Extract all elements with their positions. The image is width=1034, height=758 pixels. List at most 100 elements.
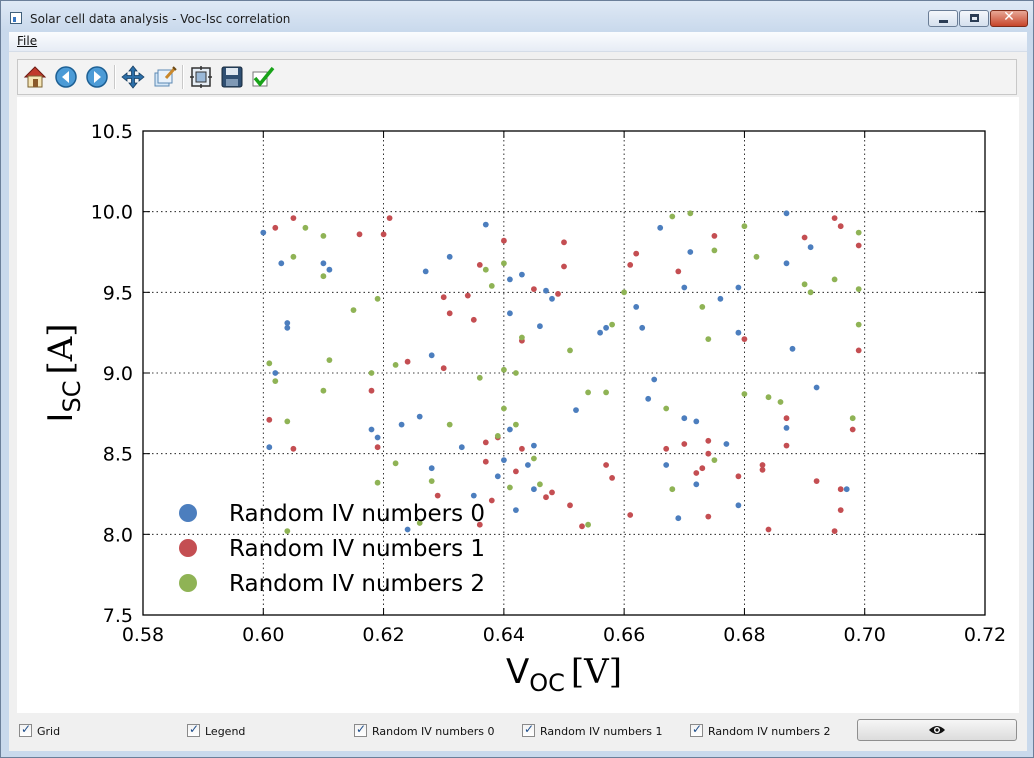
series-2-point	[368, 370, 375, 376]
configure-subplots-button[interactable]	[188, 64, 214, 90]
close-icon: ✕	[1003, 9, 1015, 25]
series-2-point	[482, 266, 489, 273]
series-0-point	[404, 526, 411, 533]
series-2-point	[488, 283, 495, 289]
series-2-point	[765, 394, 772, 401]
series-1-point	[849, 426, 856, 433]
series-0-point	[531, 442, 537, 449]
series-2-point	[687, 210, 694, 217]
series-1-point	[699, 465, 706, 472]
x-tick-label: 0.66	[603, 624, 645, 646]
series-0-point	[735, 502, 742, 509]
y-axis-unit: [A]	[41, 323, 81, 374]
series-2-point	[284, 418, 291, 425]
checkbox-box[interactable]	[522, 722, 535, 737]
x-tick-label: 0.72	[964, 624, 1006, 646]
app-icon	[10, 12, 22, 24]
y-tick-label: 8.5	[103, 444, 133, 466]
voc-isc-scatter-chart: 0.58 0.60 0.62 0.64 0.66 0.68 0.70 0.72 7.5 8.0 8.…	[41, 121, 1006, 697]
series-0-point	[693, 418, 700, 425]
home-button[interactable]	[22, 64, 48, 90]
minimize-button[interactable]	[928, 10, 958, 27]
zoom-icon	[154, 66, 177, 87]
series-1-point	[831, 215, 838, 221]
client-area: File	[9, 32, 1027, 751]
series-0-point	[681, 284, 688, 291]
series-1-point	[561, 239, 567, 246]
series-0-point	[807, 244, 814, 251]
series-1-checkbox-label: Random IV numbers 1	[540, 725, 663, 738]
series-1-point	[386, 215, 393, 221]
series-1-point	[561, 263, 567, 270]
series-2-checkbox-label: Random IV numbers 2	[708, 725, 831, 738]
series-1-point	[501, 237, 507, 244]
series-1-point	[801, 234, 808, 241]
series-2-point	[609, 321, 615, 328]
series-1-point	[765, 526, 772, 533]
series-2-point	[741, 223, 748, 230]
series-2-point	[374, 479, 381, 486]
close-button[interactable]: ✕	[990, 9, 1028, 27]
maximize-button[interactable]	[959, 10, 989, 27]
series-1-point	[633, 250, 640, 257]
x-axis-subscript: OC	[529, 669, 565, 697]
series-1-point	[837, 223, 844, 230]
series-1-point	[759, 462, 766, 468]
legend-checkbox-label: Legend	[205, 725, 246, 738]
series-2-point	[753, 253, 760, 260]
series-2-point	[392, 460, 399, 467]
x-tick-label: 0.58	[122, 624, 164, 646]
series-0-point	[482, 221, 489, 228]
series-0-point	[645, 395, 652, 402]
legend: Random IV numbers 0 Random IV numbers 1 Ra…	[179, 501, 485, 597]
series-0-point	[675, 515, 682, 522]
series-2-point	[266, 360, 273, 367]
series-2-point	[513, 370, 519, 376]
menu-file[interactable]: File	[17, 34, 38, 48]
check-button[interactable]	[250, 64, 276, 90]
series-1-point	[837, 507, 844, 513]
series-1-point	[603, 462, 609, 468]
series-0-point	[531, 486, 537, 493]
back-button[interactable]	[53, 64, 79, 90]
checkbox-box[interactable]	[187, 722, 200, 737]
forward-button[interactable]	[84, 64, 110, 90]
series-0-point	[326, 266, 333, 273]
series-2-point	[705, 336, 712, 342]
grid-layer	[143, 131, 985, 615]
series-0-point	[537, 323, 543, 330]
series-1-point	[531, 286, 537, 292]
series-2-point	[392, 362, 399, 368]
x-axis-label: VOC [V]	[506, 652, 622, 697]
checkbox-box[interactable]	[354, 722, 367, 737]
series-2-point	[567, 347, 573, 354]
x-tick-label: 0.60	[242, 624, 284, 646]
series-1-point	[549, 489, 555, 496]
y-tick-label: 10.5	[91, 121, 133, 143]
toggle-visibility-button[interactable]	[857, 719, 1017, 741]
series-0-point	[783, 260, 790, 267]
checkbox-box[interactable]	[19, 722, 32, 737]
zoom-button[interactable]	[152, 64, 178, 90]
x-tick-label: 0.68	[723, 624, 765, 646]
series-2-point	[501, 260, 507, 267]
title-bar[interactable]: Solar cell data analysis - Voc-Isc corre…	[1, 1, 1033, 32]
series-0-point	[507, 310, 513, 317]
series-0-point	[422, 268, 429, 275]
series-1-point	[404, 358, 411, 365]
series-0-point	[513, 507, 519, 513]
series-0-point	[284, 320, 291, 326]
series-0-point	[843, 486, 850, 493]
series-0-point	[663, 462, 670, 468]
legend-marker-1	[179, 539, 197, 557]
pan-button[interactable]	[120, 64, 146, 90]
series-0-point	[723, 441, 730, 447]
series-1-point	[464, 292, 471, 299]
series-0-point	[525, 462, 531, 468]
save-button[interactable]	[219, 64, 245, 90]
series-1-point	[693, 470, 700, 476]
series-2-point	[320, 387, 327, 394]
series-2-point	[855, 286, 862, 292]
checkbox-box[interactable]	[690, 722, 703, 737]
